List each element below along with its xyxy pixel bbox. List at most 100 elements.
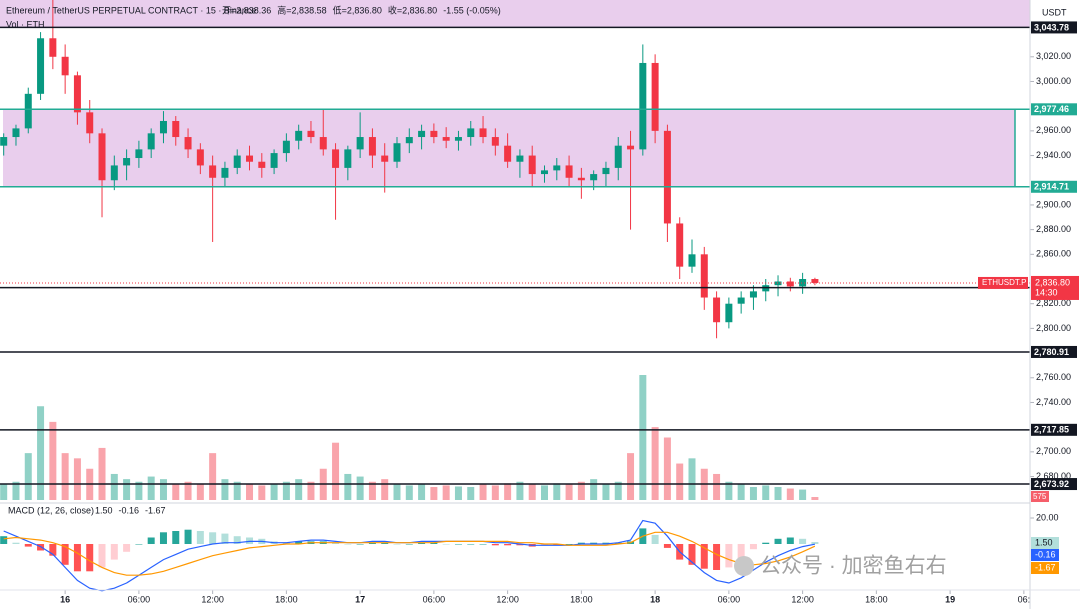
ohlc-legend: 收=2,836.80 bbox=[388, 4, 437, 15]
macd-histogram-bar bbox=[540, 544, 548, 546]
candle-body bbox=[430, 130, 438, 138]
volume-bar bbox=[24, 453, 32, 500]
symbol-label: ETHUSDT.P bbox=[982, 278, 1026, 287]
x-tick-label: 06:00 bbox=[423, 594, 446, 604]
x-tick-label: 18 bbox=[650, 594, 660, 604]
candle-body bbox=[172, 120, 180, 138]
macd-histogram-bar bbox=[147, 537, 155, 544]
candle-body bbox=[614, 145, 622, 168]
currency: USDT bbox=[1042, 7, 1067, 17]
candle-body bbox=[528, 155, 536, 175]
ohlc-legend: 低=2,836.80 bbox=[333, 4, 382, 15]
x-tick-label: 18:00 bbox=[865, 594, 888, 604]
level-label-box bbox=[1031, 21, 1077, 34]
candle-body bbox=[332, 149, 340, 168]
candle-body bbox=[307, 130, 315, 138]
candle-body bbox=[356, 137, 364, 150]
level-label: 2,977.46 bbox=[1034, 104, 1069, 114]
candle-body bbox=[590, 174, 598, 181]
candle-body bbox=[344, 149, 352, 168]
macd-axis-label: -1.67 bbox=[1035, 562, 1056, 572]
macd-histogram-bar bbox=[504, 544, 512, 546]
y-tick-label: 2,680.00 bbox=[1036, 471, 1071, 481]
volume-bar bbox=[172, 484, 180, 500]
volume-bar bbox=[135, 481, 143, 500]
volume-bar bbox=[418, 484, 426, 500]
macd-histogram-bar bbox=[663, 544, 671, 548]
macd-histogram-bar bbox=[233, 536, 241, 544]
macd-histogram-bar bbox=[602, 542, 610, 544]
candle-body bbox=[110, 165, 118, 181]
volume-bar bbox=[454, 486, 462, 500]
candle-body bbox=[454, 137, 462, 141]
x-tick-label: 18:00 bbox=[570, 594, 593, 604]
candle-body bbox=[393, 143, 401, 162]
volume-bar bbox=[713, 473, 721, 500]
macd-histogram-bar bbox=[0, 536, 8, 544]
macd-histogram-bar bbox=[110, 544, 118, 560]
y-tick-label: 2,700.00 bbox=[1036, 446, 1071, 456]
volume-bar bbox=[393, 484, 401, 500]
candle-body bbox=[688, 254, 696, 267]
volume-bar bbox=[123, 479, 131, 500]
volume-bar bbox=[602, 484, 610, 500]
macd-histogram-bar bbox=[651, 534, 659, 544]
price-box bbox=[1031, 275, 1079, 300]
volume-bar bbox=[651, 427, 659, 500]
macd-histogram-bar bbox=[368, 542, 376, 544]
volume-bar bbox=[356, 476, 364, 500]
macd-histogram-bar bbox=[762, 542, 770, 544]
level-label: 2,717.85 bbox=[1034, 425, 1069, 435]
volume-bar bbox=[270, 484, 278, 500]
volume-bar bbox=[639, 375, 647, 500]
volume-bar bbox=[676, 463, 684, 500]
candle-body bbox=[663, 130, 671, 224]
macd-histogram-bar bbox=[356, 544, 364, 545]
volume-bar bbox=[344, 473, 352, 500]
volume-bar bbox=[209, 453, 217, 500]
volume-bar bbox=[774, 486, 782, 500]
candle-body bbox=[368, 137, 376, 156]
macd-axis-label: 1.50 bbox=[1035, 537, 1053, 547]
x-tick-label: 16 bbox=[60, 594, 70, 604]
macd-histogram-bar bbox=[786, 537, 794, 544]
macd-tick-label: 20.00 bbox=[1036, 512, 1059, 522]
candle-body bbox=[184, 137, 192, 150]
volume-bar bbox=[467, 486, 475, 500]
macd-histogram-bar bbox=[811, 542, 819, 544]
y-tick-label: 2,860.00 bbox=[1036, 249, 1071, 259]
volume-bar bbox=[565, 484, 573, 500]
macd-histogram-bar bbox=[196, 531, 204, 544]
candle-body bbox=[270, 153, 278, 168]
volume-bar bbox=[258, 485, 266, 500]
macd-histogram-bar bbox=[73, 544, 81, 572]
macd-histogram-bar bbox=[209, 532, 217, 544]
macd-histogram-bar bbox=[393, 544, 401, 545]
y-tick-label: 2,900.00 bbox=[1036, 199, 1071, 209]
candle-body bbox=[676, 223, 684, 267]
volume-bar bbox=[0, 484, 8, 500]
candle-body bbox=[86, 112, 94, 134]
y-tick-label: 2,740.00 bbox=[1036, 397, 1071, 407]
candle-body bbox=[73, 75, 81, 113]
macd-histogram-bar bbox=[24, 544, 32, 547]
watermark: 公众号 · 加密鱼右右 bbox=[760, 555, 947, 578]
volume-bar bbox=[49, 421, 57, 500]
candle-body bbox=[504, 145, 512, 162]
y-tick-label: 2,820.00 bbox=[1036, 298, 1071, 308]
volume-bar bbox=[553, 483, 561, 500]
candle-body bbox=[246, 155, 254, 162]
macd-histogram-bar bbox=[135, 544, 143, 545]
candle-body bbox=[737, 297, 745, 304]
macd-histogram-bar bbox=[282, 542, 290, 544]
ohlc-legend: 高=2,838.58 bbox=[277, 4, 326, 15]
current-price-label: 2,836.80 bbox=[1035, 277, 1070, 287]
candle-body bbox=[405, 137, 413, 144]
symbol-box bbox=[978, 276, 1028, 289]
volume-bar bbox=[430, 486, 438, 500]
macd-label-box bbox=[1031, 549, 1059, 561]
x-tick-label: 06:00 bbox=[718, 594, 741, 604]
candle-body bbox=[442, 137, 450, 141]
